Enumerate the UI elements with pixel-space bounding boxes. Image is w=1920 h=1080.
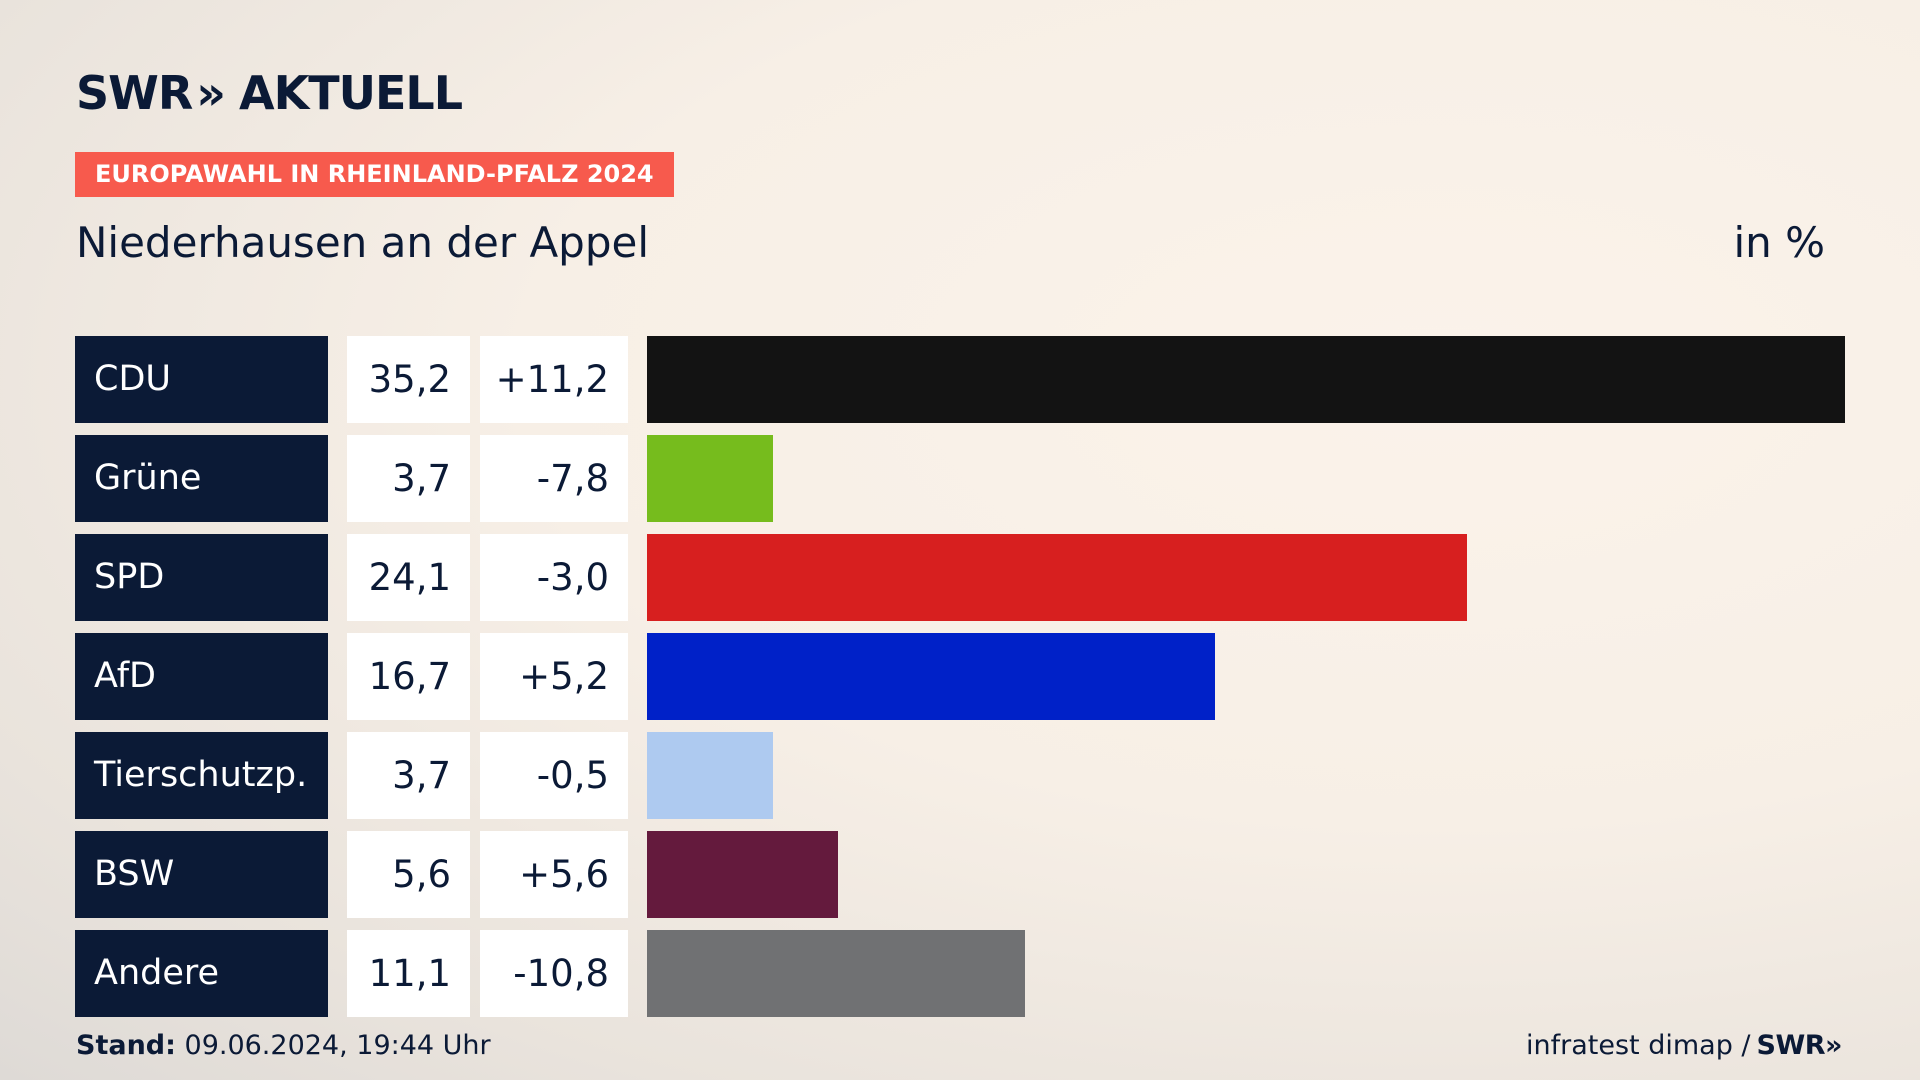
change-label: -10,8	[480, 930, 628, 1017]
unit-label: in %	[1733, 218, 1825, 267]
logo-aktuell-text: AKTUELL	[239, 66, 463, 120]
election-tag: EUROPAWAHL IN RHEINLAND-PFALZ 2024	[75, 152, 674, 197]
chevrons-icon: »	[196, 66, 226, 120]
result-bar	[647, 534, 1467, 621]
result-bar	[647, 732, 773, 819]
stand-value: 09.06.2024, 19:44 Uhr	[184, 1030, 491, 1061]
change-label: -0,5	[480, 732, 628, 819]
vote-share-label: 24,1	[347, 534, 470, 621]
source-text: infratest dimap /	[1526, 1030, 1751, 1061]
source-credit: infratest dimap / SWR»	[1526, 1030, 1842, 1061]
vote-share-label: 16,7	[347, 633, 470, 720]
swr-small-logo: SWR»	[1756, 1030, 1843, 1061]
vote-share-label: 3,7	[347, 435, 470, 522]
chart-subtitle: Niederhausen an der Appel	[76, 218, 650, 267]
party-label: SPD	[75, 534, 328, 621]
change-label: -7,8	[480, 435, 628, 522]
logo-swr-text: SWR	[76, 66, 193, 120]
change-label: -3,0	[480, 534, 628, 621]
timestamp: Stand: 09.06.2024, 19:44 Uhr	[76, 1030, 491, 1061]
party-label: Grüne	[75, 435, 328, 522]
change-label: +5,6	[480, 831, 628, 918]
result-bar	[647, 633, 1215, 720]
party-label: Tierschutzp.	[75, 732, 328, 819]
vote-share-label: 3,7	[347, 732, 470, 819]
change-label: +11,2	[480, 336, 628, 423]
change-label: +5,2	[480, 633, 628, 720]
party-label: BSW	[75, 831, 328, 918]
swr-aktuell-logo: SWR » AKTUELL	[76, 66, 463, 120]
party-label: AfD	[75, 633, 328, 720]
vote-share-label: 11,1	[347, 930, 470, 1017]
vote-share-label: 5,6	[347, 831, 470, 918]
party-label: CDU	[75, 336, 328, 423]
result-bar	[647, 831, 838, 918]
result-bar	[647, 930, 1025, 1017]
vote-share-label: 35,2	[347, 336, 470, 423]
party-label: Andere	[75, 930, 328, 1017]
stand-label: Stand:	[76, 1030, 176, 1061]
result-bar	[647, 435, 773, 522]
result-bar	[647, 336, 1845, 423]
